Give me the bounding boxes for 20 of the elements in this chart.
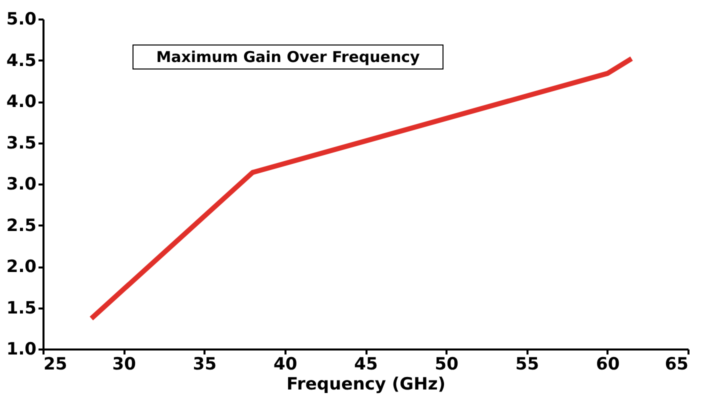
y-tick-label: 5.0 (6, 10, 37, 30)
x-tick-label: 35 (192, 354, 217, 374)
y-tick-label: 1.0 (6, 340, 37, 360)
y-tick-label: 4.0 (6, 92, 37, 112)
x-axis-title: Frequency (GHz) (286, 374, 446, 394)
y-tick-label: 3.5 (6, 133, 36, 154)
x-tick-label: 45 (354, 354, 378, 374)
x-tick-label: 55 (515, 354, 540, 374)
y-tick-label: 3.0 (6, 174, 37, 194)
x-tick-label: 25 (44, 354, 68, 374)
y-tick-label: 4.5 (6, 50, 36, 71)
text: Maximum Gain Over Frequency (156, 48, 420, 66)
y-tick-label: 2.0 (6, 257, 37, 277)
y-tick-label: 1.5 (6, 298, 36, 318)
x-tick-label: 60 (596, 354, 620, 374)
x-tick-label: 50 (434, 354, 459, 374)
x-tick-label: 30 (112, 354, 136, 374)
y-tick-label: 2.5 (6, 216, 36, 236)
x-tick-label: 65 (664, 354, 688, 374)
x-tick-label: 40 (274, 354, 298, 374)
